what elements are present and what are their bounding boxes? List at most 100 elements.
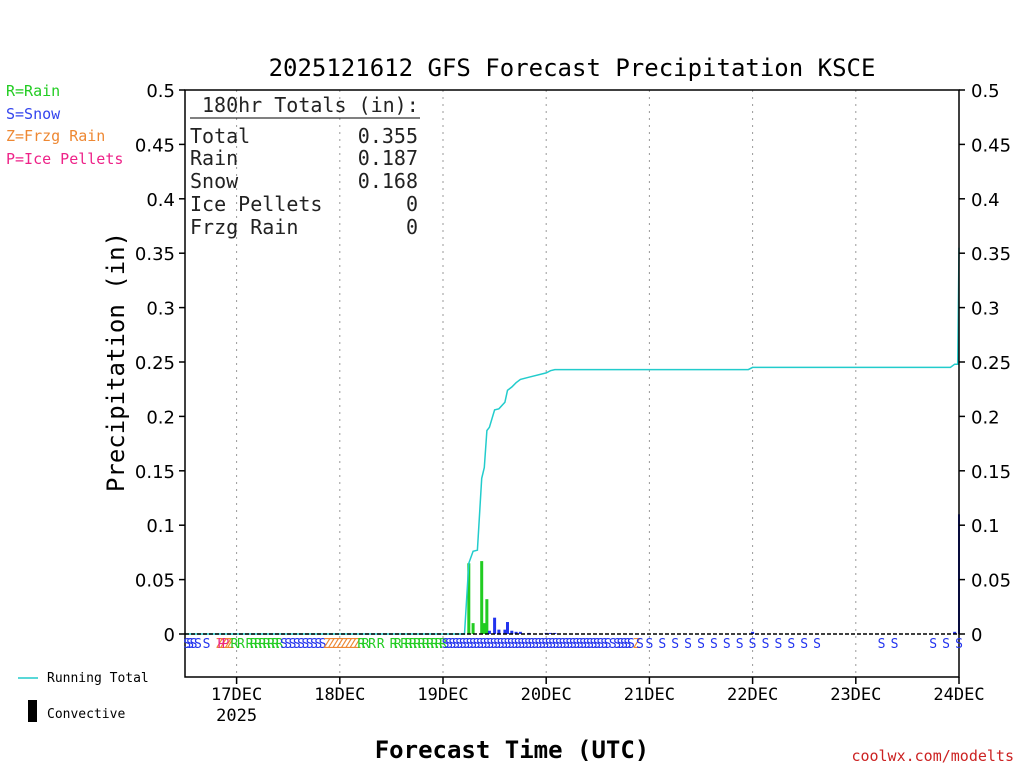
ptype-mark-S: S (280, 637, 288, 652)
ptype-mark-R: R (400, 637, 408, 652)
ptype-mark-R: R (263, 637, 271, 652)
ptype-mark-S: S (319, 637, 327, 652)
ptype-mark-Z: Z (323, 637, 331, 652)
legend-ice-pellets: P=Ice Pellets (6, 150, 123, 168)
totals-label-frzg-rain: Frzg Rain (190, 215, 298, 239)
y-tick-label-right: 0.05 (971, 571, 1011, 592)
ptype-mark-S: S (590, 637, 598, 652)
ptype-mark-S: S (445, 637, 453, 652)
precip-bars (467, 514, 960, 634)
ptype-mark-R: R (418, 637, 426, 652)
ptype-mark-S: S (697, 637, 705, 652)
plot-area (184, 89, 960, 678)
totals-value-ice-pellets: 0 (406, 192, 418, 216)
y-tick-label-left: 0.5 (146, 81, 175, 102)
y-tick-label-left: 0.05 (135, 571, 175, 592)
ptype-mark-R: R (405, 637, 413, 652)
ptype-mark-Z: Z (327, 637, 335, 652)
ptype-mark-S: S (306, 637, 314, 652)
ptype-mark-S: S (604, 637, 612, 652)
totals-label-ice-pellets: Ice Pellets (190, 192, 322, 216)
totals-value-total: 0.355 (358, 124, 418, 148)
ptype-mark-S: S (293, 637, 301, 652)
y-tick-label-left: 0.25 (135, 353, 175, 374)
ptype-mark-S: S (314, 637, 322, 652)
ptype-mark-S: S (749, 637, 757, 652)
legend-rain: R=Rain (6, 82, 60, 100)
ptype-mark-S: S (517, 637, 525, 652)
legend-frzg-rain: Z=Frzg Rain (6, 127, 105, 145)
ptype-mark-S: S (684, 637, 692, 652)
ptype-mark-S: S (787, 637, 795, 652)
legend-running-total: Running Total (47, 671, 149, 686)
ptype-mark-R: R (254, 637, 262, 652)
x-tick-label: 22DEC (727, 685, 778, 705)
precip-bar-snow (487, 630, 491, 634)
ptype-mark-S: S (541, 637, 549, 652)
ptype-mark-S: S (466, 637, 474, 652)
ptype-mark-S: S (555, 637, 563, 652)
ptype-mark-S: S (476, 637, 484, 652)
x-tick-label: 20DEC (521, 685, 572, 705)
ptype-mark-R: R (394, 637, 402, 652)
ptype-mark-S: S (459, 637, 467, 652)
y-tick-label-right: 0.35 (971, 244, 1011, 265)
ptype-mark-S: S (579, 637, 587, 652)
ptype-mark-R: R (250, 637, 258, 652)
y-axis-left: 0 0.05 0.1 0.15 0.2 0.25 0.3 0.35 0.4 0.45 0.5 (135, 81, 185, 646)
ptype-mark-S: S (552, 637, 560, 652)
ptype-mark-S: S (955, 637, 963, 652)
ptype-legend: R=Rain S=Snow Z=Frzg Rain P=Ice Pellets (6, 82, 123, 168)
ptype-mark-S: S (636, 637, 644, 652)
ptype-mark-P: P (217, 637, 225, 652)
y-tick-label-left: 0.35 (135, 244, 175, 265)
ptype-mark-S: S (600, 637, 608, 652)
precip-bar-snow (751, 631, 755, 634)
legend-snow: S=Snow (6, 105, 61, 123)
ptype-mark-S: S (455, 637, 463, 652)
totals-value-rain: 0.187 (358, 146, 418, 170)
ptype-mark-S: S (190, 637, 198, 652)
ptype-mark-S: S (462, 637, 470, 652)
ptype-mark-S: S (490, 637, 498, 652)
ptype-mark-Z: Z (219, 637, 227, 652)
ptype-mark-R: R (435, 637, 443, 652)
ptype-mark-Z: Z (336, 637, 344, 652)
ptype-mark-S: S (569, 637, 577, 652)
ptype-mark-S: S (473, 637, 481, 652)
chart-title: 2025121612 GFS Forecast Precipitation KS… (269, 54, 876, 82)
ptype-mark-S: S (774, 637, 782, 652)
ptype-mark-S: S (538, 637, 546, 652)
precip-bar-snow (493, 617, 497, 634)
ptype-mark-R: R (368, 637, 376, 652)
y-tick-label-right: 0.4 (971, 190, 1000, 211)
ptype-mark-S: S (617, 637, 625, 652)
y-axis-title: Precipitation (in) (102, 232, 130, 492)
site-credit: coolwx.com/modelts (851, 747, 1014, 765)
x-tick-label: 21DEC (624, 685, 675, 705)
y-tick-label-right: 0 (971, 625, 982, 646)
y-tick-label-right: 0.3 (971, 299, 1000, 320)
ptype-mark-S: S (548, 637, 556, 652)
y-tick-label-left: 0.3 (146, 299, 175, 320)
ptype-mark-R: R (409, 637, 417, 652)
precip-bar-snow (510, 630, 514, 634)
precip-bar-rain (480, 561, 484, 634)
y-tick-label-right: 0.1 (971, 516, 1000, 537)
ptype-mark-S: S (929, 637, 937, 652)
ptype-mark-S: S (510, 637, 518, 652)
totals-label-snow: Snow (190, 169, 239, 193)
ptype-mark-Z: Z (353, 637, 361, 652)
ptype-mark-S: S (576, 637, 584, 652)
precip-bar-snow (953, 631, 957, 634)
ptype-mark-R: R (430, 637, 438, 652)
ptype-mark-P: P (222, 637, 230, 652)
precip-bar-rain (482, 623, 486, 634)
ptype-mark-S: S (504, 637, 512, 652)
ptype-mark-S: S (878, 637, 886, 652)
ptype-mark-S: S (593, 637, 601, 652)
ptype-mark-S: S (891, 637, 899, 652)
vertical-grid (236, 90, 857, 677)
